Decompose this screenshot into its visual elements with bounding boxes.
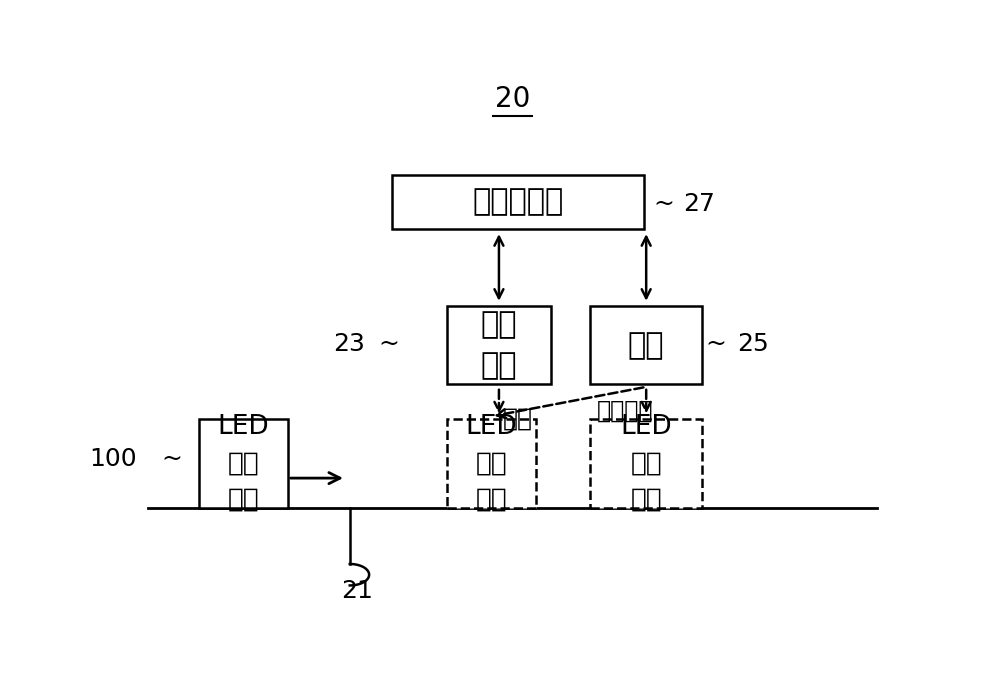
Text: 100: 100 [89, 447, 137, 471]
Text: LED
显示
单元: LED 显示 单元 [465, 414, 517, 512]
Text: 21: 21 [342, 579, 373, 603]
Text: 相机: 相机 [628, 331, 664, 360]
Text: ~: ~ [705, 332, 726, 355]
Text: 计算机系统: 计算机系统 [473, 187, 564, 216]
Text: ~: ~ [378, 332, 399, 355]
Text: 感测
单元: 感测 单元 [481, 311, 517, 380]
FancyBboxPatch shape [590, 419, 702, 507]
Text: 23: 23 [333, 332, 365, 356]
FancyBboxPatch shape [447, 419, 536, 507]
Text: ~: ~ [161, 448, 182, 470]
Text: 20: 20 [495, 85, 530, 113]
Text: LED
显示
单元: LED 显示 单元 [620, 414, 672, 512]
Text: 图像拍摄: 图像拍摄 [597, 399, 653, 423]
Text: ~: ~ [653, 193, 674, 216]
Text: 感测: 感测 [503, 407, 533, 431]
Text: 25: 25 [737, 332, 769, 356]
FancyBboxPatch shape [590, 307, 702, 384]
Text: LED
显示
单元: LED 显示 单元 [217, 414, 269, 512]
FancyBboxPatch shape [447, 307, 551, 384]
FancyBboxPatch shape [392, 175, 644, 229]
Text: 27: 27 [683, 192, 715, 216]
FancyBboxPatch shape [199, 419, 288, 507]
